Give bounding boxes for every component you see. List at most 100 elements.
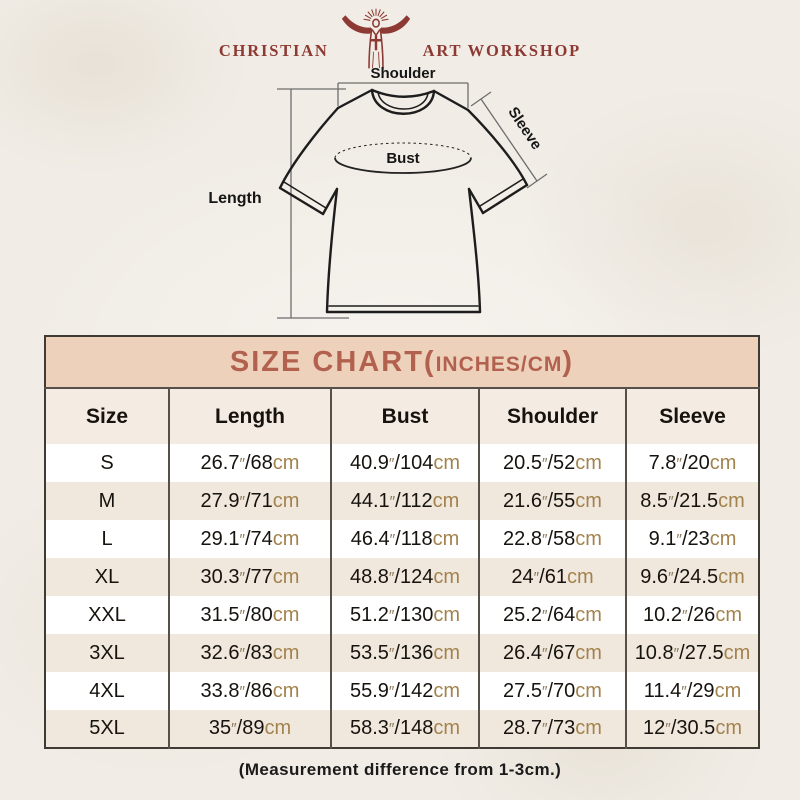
title-paren-close: ) bbox=[562, 345, 575, 378]
shoulder-value: 20.5″/52cm bbox=[478, 444, 626, 482]
label-shoulder: Shoulder bbox=[370, 65, 435, 82]
measure-unit: cm bbox=[718, 565, 745, 588]
measure-number: / bbox=[547, 717, 554, 739]
size-chart-title: SIZE CHART(INCHES/CM) bbox=[45, 336, 760, 389]
measure-number: 53.5 bbox=[349, 641, 389, 664]
measure-number: 136 bbox=[399, 641, 434, 664]
measure-unit: ″ bbox=[541, 683, 548, 701]
length-value: 32.6″/83cm bbox=[168, 634, 331, 672]
measure-number: / bbox=[244, 603, 251, 626]
measure-unit: ″ bbox=[541, 455, 548, 473]
measure-number: 46.4 bbox=[350, 527, 390, 550]
sleeve-value: 8.5″/21.5cm bbox=[624, 482, 760, 520]
measure-number: 148 bbox=[399, 717, 434, 739]
measure-number: / bbox=[395, 489, 401, 512]
measure-number: / bbox=[236, 717, 243, 739]
measure-number: 32.6 bbox=[200, 641, 240, 664]
measure-unit: ″ bbox=[541, 645, 548, 663]
bust-value: 58.3″/148cm bbox=[330, 710, 479, 748]
measure-unit: cm bbox=[272, 489, 300, 512]
measure-number: / bbox=[394, 451, 400, 474]
measure-number: 70 bbox=[553, 679, 576, 702]
measure-number: 28.7 bbox=[503, 717, 542, 739]
shoulder-value: 21.6″/55cm bbox=[478, 482, 626, 520]
measure-unit: ″ bbox=[239, 569, 245, 587]
measure-unit: ″ bbox=[388, 645, 395, 663]
measure-unit: ″ bbox=[665, 721, 671, 738]
measure-unit: ″ bbox=[681, 683, 687, 701]
size-row-m: M 27.9″/71cm 44.1″/112cm 21.6″/55cm 8.5″… bbox=[45, 482, 760, 520]
size-label: 4XL bbox=[45, 672, 169, 710]
shoulder-value: 27.5″/70cm bbox=[478, 672, 626, 710]
measure-number: / bbox=[539, 565, 545, 588]
measure-number: 25.2 bbox=[503, 603, 542, 626]
measure-unit: cm bbox=[715, 603, 742, 626]
measure-number: / bbox=[681, 451, 688, 474]
sleeve-value: 10.2″/26cm bbox=[624, 596, 760, 634]
measure-number: / bbox=[244, 451, 251, 474]
brand-name-left: CHRISTIAN bbox=[218, 41, 329, 60]
measure-number: 83 bbox=[250, 641, 273, 664]
measure-number: / bbox=[547, 603, 554, 626]
measure-number: 30.5 bbox=[676, 717, 716, 739]
measure-number: / bbox=[686, 679, 693, 702]
title-units: INCHES/CM bbox=[435, 352, 563, 376]
bust-ellipse bbox=[334, 142, 472, 174]
measure-unit: cm bbox=[566, 565, 594, 588]
measure-number: 61 bbox=[544, 565, 567, 588]
measure-number: 33.8 bbox=[200, 679, 240, 702]
measure-number: 26 bbox=[693, 603, 716, 626]
measure-unit: ″ bbox=[231, 721, 237, 738]
shoulder-value: 28.7″/73cm bbox=[478, 710, 626, 748]
column-header-size: Size bbox=[45, 388, 169, 444]
measure-number: / bbox=[395, 527, 401, 550]
measure-unit: ″ bbox=[541, 493, 548, 511]
measure-unit: cm bbox=[709, 527, 737, 550]
measure-unit: cm bbox=[433, 565, 461, 588]
figure-head bbox=[371, 18, 380, 28]
bust-value: 53.5″/136cm bbox=[330, 634, 479, 672]
measure-number: 26.7 bbox=[200, 451, 240, 474]
size-label: M bbox=[45, 482, 169, 520]
measure-number: 58.3 bbox=[349, 717, 389, 739]
measure-number: / bbox=[673, 565, 680, 588]
measure-unit: cm bbox=[272, 527, 300, 550]
label-bust: Bust bbox=[386, 150, 419, 167]
measure-unit: cm bbox=[575, 527, 602, 550]
measure-unit: cm bbox=[718, 489, 745, 512]
measure-number: 10.2 bbox=[643, 603, 682, 626]
column-header-shoulder: Shoulder bbox=[478, 388, 626, 444]
measure-unit: cm bbox=[715, 717, 742, 739]
bust-value: 48.8″/124cm bbox=[330, 558, 479, 596]
measure-unit: cm bbox=[272, 565, 300, 588]
measure-number: 89 bbox=[242, 717, 265, 739]
measure-number: / bbox=[244, 489, 251, 512]
size-label: 3XL bbox=[45, 634, 169, 672]
measure-number: 68 bbox=[250, 451, 273, 474]
size-label: L bbox=[45, 520, 169, 558]
measure-unit: cm bbox=[575, 717, 602, 739]
measure-number: 44.1 bbox=[350, 489, 390, 512]
measure-unit: ″ bbox=[389, 531, 396, 549]
length-value: 33.8″/86cm bbox=[168, 672, 331, 710]
measure-number: / bbox=[547, 489, 554, 512]
measure-unit: cm bbox=[272, 679, 300, 702]
label-sleeve: Sleeve bbox=[504, 104, 545, 153]
bust-value: 44.1″/112cm bbox=[330, 482, 479, 520]
measure-number: 48.8 bbox=[349, 565, 389, 588]
measure-number: 55 bbox=[553, 489, 576, 512]
size-chart-table: SIZE CHART(INCHES/CM) Size Length Bust S… bbox=[44, 335, 761, 749]
measure-number: 40.9 bbox=[349, 451, 389, 474]
measure-unit: cm bbox=[272, 641, 300, 664]
measure-unit: cm bbox=[575, 451, 602, 474]
measure-number: 51.2 bbox=[349, 603, 389, 626]
measure-number: 21.5 bbox=[679, 489, 719, 512]
measure-unit: ″ bbox=[541, 607, 548, 625]
measure-unit: cm bbox=[272, 451, 300, 474]
measure-unit: cm bbox=[272, 603, 300, 626]
sleeve-value: 12″/30.5cm bbox=[624, 710, 760, 748]
measure-unit: cm bbox=[432, 489, 460, 512]
measure-unit: ″ bbox=[239, 493, 245, 511]
measure-unit: cm bbox=[709, 451, 737, 474]
measure-number: / bbox=[394, 603, 400, 626]
